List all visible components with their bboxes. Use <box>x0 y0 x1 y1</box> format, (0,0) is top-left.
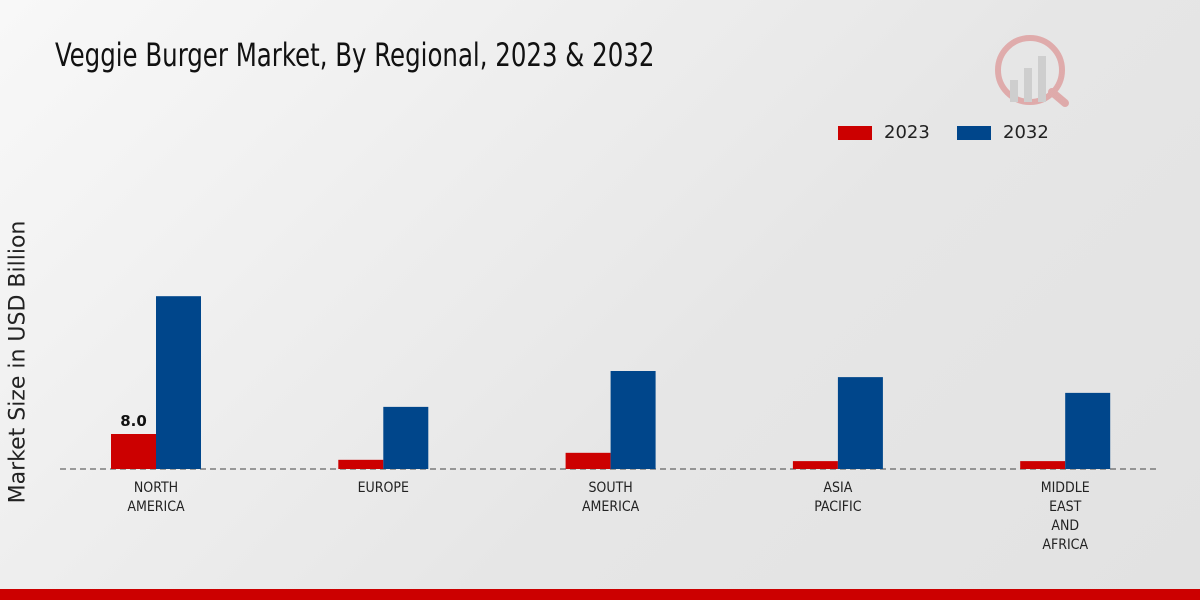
bar-2023-0 <box>111 434 156 469</box>
bar-2023-3 <box>792 461 838 469</box>
bar-2032-2 <box>610 371 656 469</box>
legend-swatch-2032 <box>957 125 991 140</box>
bar-2032-3 <box>837 377 883 469</box>
bar-2023-2 <box>565 452 611 469</box>
data-label: 8.0 <box>120 412 147 430</box>
legend-item-2023: 2023 <box>838 122 930 143</box>
legend-swatch-2023 <box>838 125 872 140</box>
chart-title: Veggie Burger Market, By Regional, 2023 … <box>55 36 655 74</box>
x-tick-label: MIDDLE <box>1041 480 1090 496</box>
x-tick-label: ASIA <box>823 480 852 496</box>
bar-2023-1 <box>338 459 384 469</box>
x-tick-label: PACIFIC <box>814 499 862 515</box>
footer-bar <box>0 589 1200 600</box>
x-tick-label: EAST <box>1049 499 1082 515</box>
x-tick-label: EUROPE <box>358 480 409 496</box>
x-tick-label: SOUTH <box>588 480 632 496</box>
x-tick-label: AFRICA <box>1042 537 1088 553</box>
legend-item-2032: 2032 <box>957 122 1049 143</box>
x-tick-label: NORTH <box>134 480 178 496</box>
bar-2032-0 <box>156 296 201 469</box>
legend-label-2023: 2023 <box>884 122 930 143</box>
bar-2032-4 <box>1065 392 1111 469</box>
legend-label-2032: 2032 <box>1003 122 1049 143</box>
x-tick-label: AND <box>1051 518 1079 534</box>
watermark-logo-icon <box>995 35 1069 107</box>
x-tick-label: AMERICA <box>582 499 640 515</box>
bar-2023-4 <box>1020 461 1066 469</box>
x-tick-label: AMERICA <box>127 499 185 515</box>
bar-2032-1 <box>383 406 429 469</box>
